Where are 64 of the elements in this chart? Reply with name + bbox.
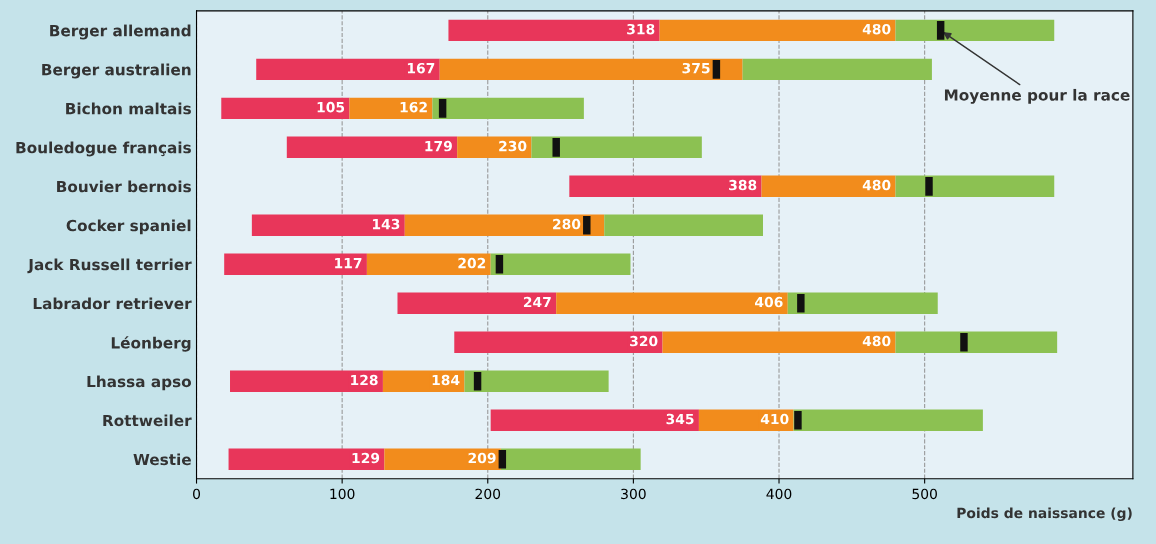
- bar: [556, 292, 788, 314]
- annotation: 105: [317, 101, 345, 113]
- annotation: 143: [372, 218, 400, 230]
- annotation: 345: [666, 413, 694, 425]
- x-axis-title: Poids de naissance (g): [957, 507, 1132, 521]
- annotation: 184: [432, 374, 460, 386]
- bar: [439, 58, 743, 81]
- annotation: 320: [630, 335, 658, 347]
- annotation: 388: [729, 179, 757, 191]
- annotation: 375: [682, 62, 710, 74]
- bar: [659, 19, 896, 42]
- bar: [895, 19, 1055, 42]
- annotation: Moyenne pour la race: [944, 88, 1130, 104]
- y-tick-label: Léonberg: [111, 336, 191, 352]
- bar: [432, 97, 584, 120]
- annotation: 179: [425, 140, 452, 152]
- annotation: 280: [553, 218, 581, 230]
- x-tick-label: 100: [330, 488, 355, 500]
- bar: [787, 292, 938, 314]
- x-tick-label: 400: [766, 488, 792, 500]
- annotation: 117: [335, 258, 362, 269]
- bar: [604, 214, 763, 237]
- bar: [454, 331, 663, 353]
- bar: [500, 448, 641, 470]
- bar: [742, 58, 932, 81]
- x-tick-label: 300: [621, 488, 646, 500]
- bar: [464, 370, 609, 392]
- y-tick-label: Bichon maltais: [66, 102, 191, 115]
- annotation: 167: [407, 62, 435, 74]
- bar: [531, 136, 702, 159]
- x-tick-label: 200: [475, 488, 501, 500]
- annotation: 480: [862, 335, 891, 347]
- bar: [662, 331, 896, 353]
- annotation: 202: [458, 257, 486, 269]
- bar: [490, 253, 631, 276]
- y-tick-label: Bouledogue français: [16, 141, 191, 157]
- annotation: 318: [627, 23, 655, 35]
- y-tick-label: Bouvier bernois: [57, 180, 191, 193]
- annotation: 230: [499, 140, 527, 152]
- bar: [895, 175, 1055, 198]
- y-tick-label: Rottweiler: [103, 414, 192, 427]
- bar: [569, 175, 762, 198]
- annotation: 406: [755, 296, 783, 308]
- annotation: 129: [352, 452, 380, 464]
- bar: [895, 331, 1058, 353]
- x-tick-label: 500: [912, 488, 937, 500]
- annotation: 162: [400, 101, 427, 113]
- x-tick-label: 0: [193, 488, 201, 500]
- y-tick-label: Lhassa apso: [87, 375, 192, 391]
- y-tick-label: Berger australien: [42, 63, 191, 79]
- y-tick-label: Cocker spaniel: [66, 219, 191, 235]
- annotation: 480: [862, 23, 891, 35]
- y-tick-label: Berger allemand: [50, 24, 191, 40]
- y-tick-label: Labrador retriever: [33, 297, 192, 310]
- bar: [793, 409, 983, 431]
- bar: [490, 409, 699, 431]
- annotation: 128: [351, 374, 378, 386]
- annotation: 480: [862, 179, 891, 191]
- annotation: 410: [760, 413, 789, 425]
- annotation: 247: [523, 296, 551, 308]
- bar: [448, 19, 660, 42]
- y-tick-label: Jack Russell terrier: [27, 258, 192, 274]
- annotation: 209: [468, 452, 496, 464]
- y-tick-label: Westie: [133, 453, 191, 466]
